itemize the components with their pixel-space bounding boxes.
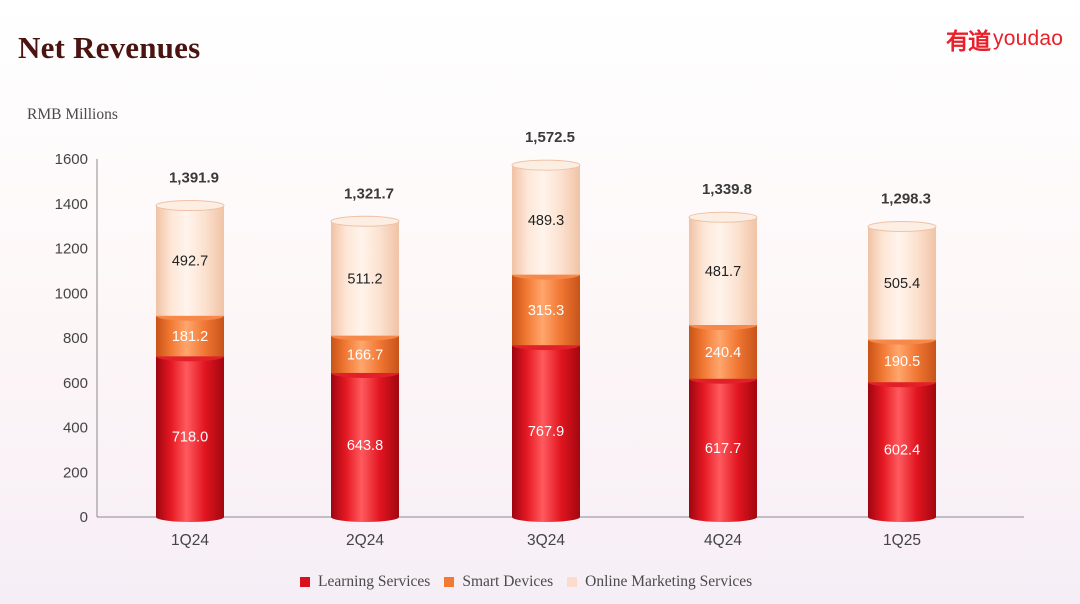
legend-swatch-smart-devices	[444, 577, 455, 587]
segment-value-label: 240.4	[705, 345, 741, 361]
total-value-label: 1,391.9	[169, 170, 219, 187]
y-tick-label: 1600	[55, 151, 88, 168]
bar-base-cap	[868, 512, 936, 522]
segment-value-label: 511.2	[347, 271, 382, 287]
y-tick-label: 600	[63, 375, 88, 392]
bar-segment-online-marketing-services	[155, 200, 225, 316]
bar-segment-online-marketing-services	[330, 215, 400, 336]
x-tick-label: 4Q24	[704, 532, 742, 549]
y-tick-label: 200	[63, 464, 88, 481]
page-title: Net Revenues	[18, 30, 201, 65]
chart-legend: Learning Services Smart Devices Online M…	[300, 573, 766, 591]
legend-item-smart-devices: Smart Devices	[444, 573, 553, 591]
segment-value-label: 190.5	[884, 354, 920, 370]
total-value-label: 1,572.5	[525, 129, 575, 146]
bar-body	[156, 315, 224, 357]
y-tick-label: 1400	[55, 196, 88, 213]
legend-label-learning-services: Learning Services	[318, 573, 431, 590]
bar-body	[331, 221, 399, 336]
bar-segment-online-marketing-services	[688, 211, 758, 326]
bar-body	[689, 325, 757, 379]
total-value-label: 1,339.8	[702, 181, 752, 198]
segment-value-label: 617.7	[705, 441, 741, 457]
bar-base-cap	[156, 512, 224, 522]
legend-label-online-marketing-services: Online Marketing Services	[585, 573, 753, 590]
segment-value-label: 718.0	[172, 430, 208, 446]
bar-segment-online-marketing-services	[511, 159, 581, 275]
x-tick-label: 3Q24	[527, 532, 565, 549]
bar-body	[868, 226, 936, 340]
legend-item-learning-services: Learning Services	[300, 573, 430, 591]
bar-segment-learning-services	[156, 351, 224, 522]
bar-body	[331, 372, 399, 517]
bar-body	[331, 335, 399, 373]
segment-value-label: 166.7	[347, 347, 383, 363]
segment-value-label: 492.7	[172, 254, 208, 270]
y-tick-label: 800	[63, 330, 88, 347]
segment-value-label: 602.4	[884, 443, 920, 459]
segment-value-label: 767.9	[528, 424, 564, 440]
bar-body	[156, 356, 224, 517]
bar-base-cap	[689, 512, 757, 522]
bar-top-cap	[688, 211, 758, 223]
segment-value-label: 643.8	[347, 438, 383, 454]
y-tick-label: 1000	[55, 285, 88, 302]
y-tick-label: 0	[80, 509, 88, 526]
total-value-label: 1,298.3	[881, 191, 931, 208]
bar-segment-online-marketing-services	[867, 221, 937, 340]
bar-top-cap	[867, 221, 937, 233]
bar-base-cap	[331, 512, 399, 522]
bar-body	[512, 165, 580, 275]
x-tick-label: 2Q24	[346, 532, 384, 549]
bar-body	[689, 217, 757, 326]
logo-english-text: youdao	[993, 27, 1064, 50]
logo-chinese-text: 有道	[946, 29, 991, 55]
segment-value-label: 489.3	[528, 213, 564, 229]
bar-segment-learning-services	[689, 373, 757, 522]
bar-segment-learning-services	[331, 367, 399, 522]
y-axis-unit-label: RMB Millions	[27, 106, 118, 123]
y-tick-label: 400	[63, 420, 88, 437]
bar-base-cap	[512, 512, 580, 522]
bar-body	[156, 205, 224, 316]
segment-value-label: 315.3	[528, 303, 564, 319]
bar-body	[512, 345, 580, 517]
bar-top-cap	[330, 215, 400, 227]
x-tick-label: 1Q25	[883, 532, 921, 549]
legend-swatch-online-marketing-services	[567, 577, 578, 587]
youdao-logo: 有道 youdao	[946, 22, 1063, 56]
bar-body	[512, 274, 580, 346]
bar-body	[868, 382, 936, 517]
bar-top-cap	[511, 159, 581, 171]
segment-value-label: 181.2	[172, 329, 208, 345]
y-tick-label: 1200	[55, 241, 88, 258]
legend-swatch-learning-services	[300, 577, 310, 587]
bar-body	[689, 378, 757, 517]
x-tick-label: 1Q24	[171, 532, 209, 549]
segment-value-label: 505.4	[884, 276, 920, 292]
segment-value-label: 481.7	[705, 264, 741, 280]
legend-label-smart-devices: Smart Devices	[462, 573, 554, 590]
total-value-label: 1,321.7	[344, 185, 394, 202]
bar-body	[868, 339, 936, 383]
bar-top-cap	[155, 200, 225, 212]
legend-item-online-marketing-services: Online Marketing Services	[567, 573, 752, 591]
